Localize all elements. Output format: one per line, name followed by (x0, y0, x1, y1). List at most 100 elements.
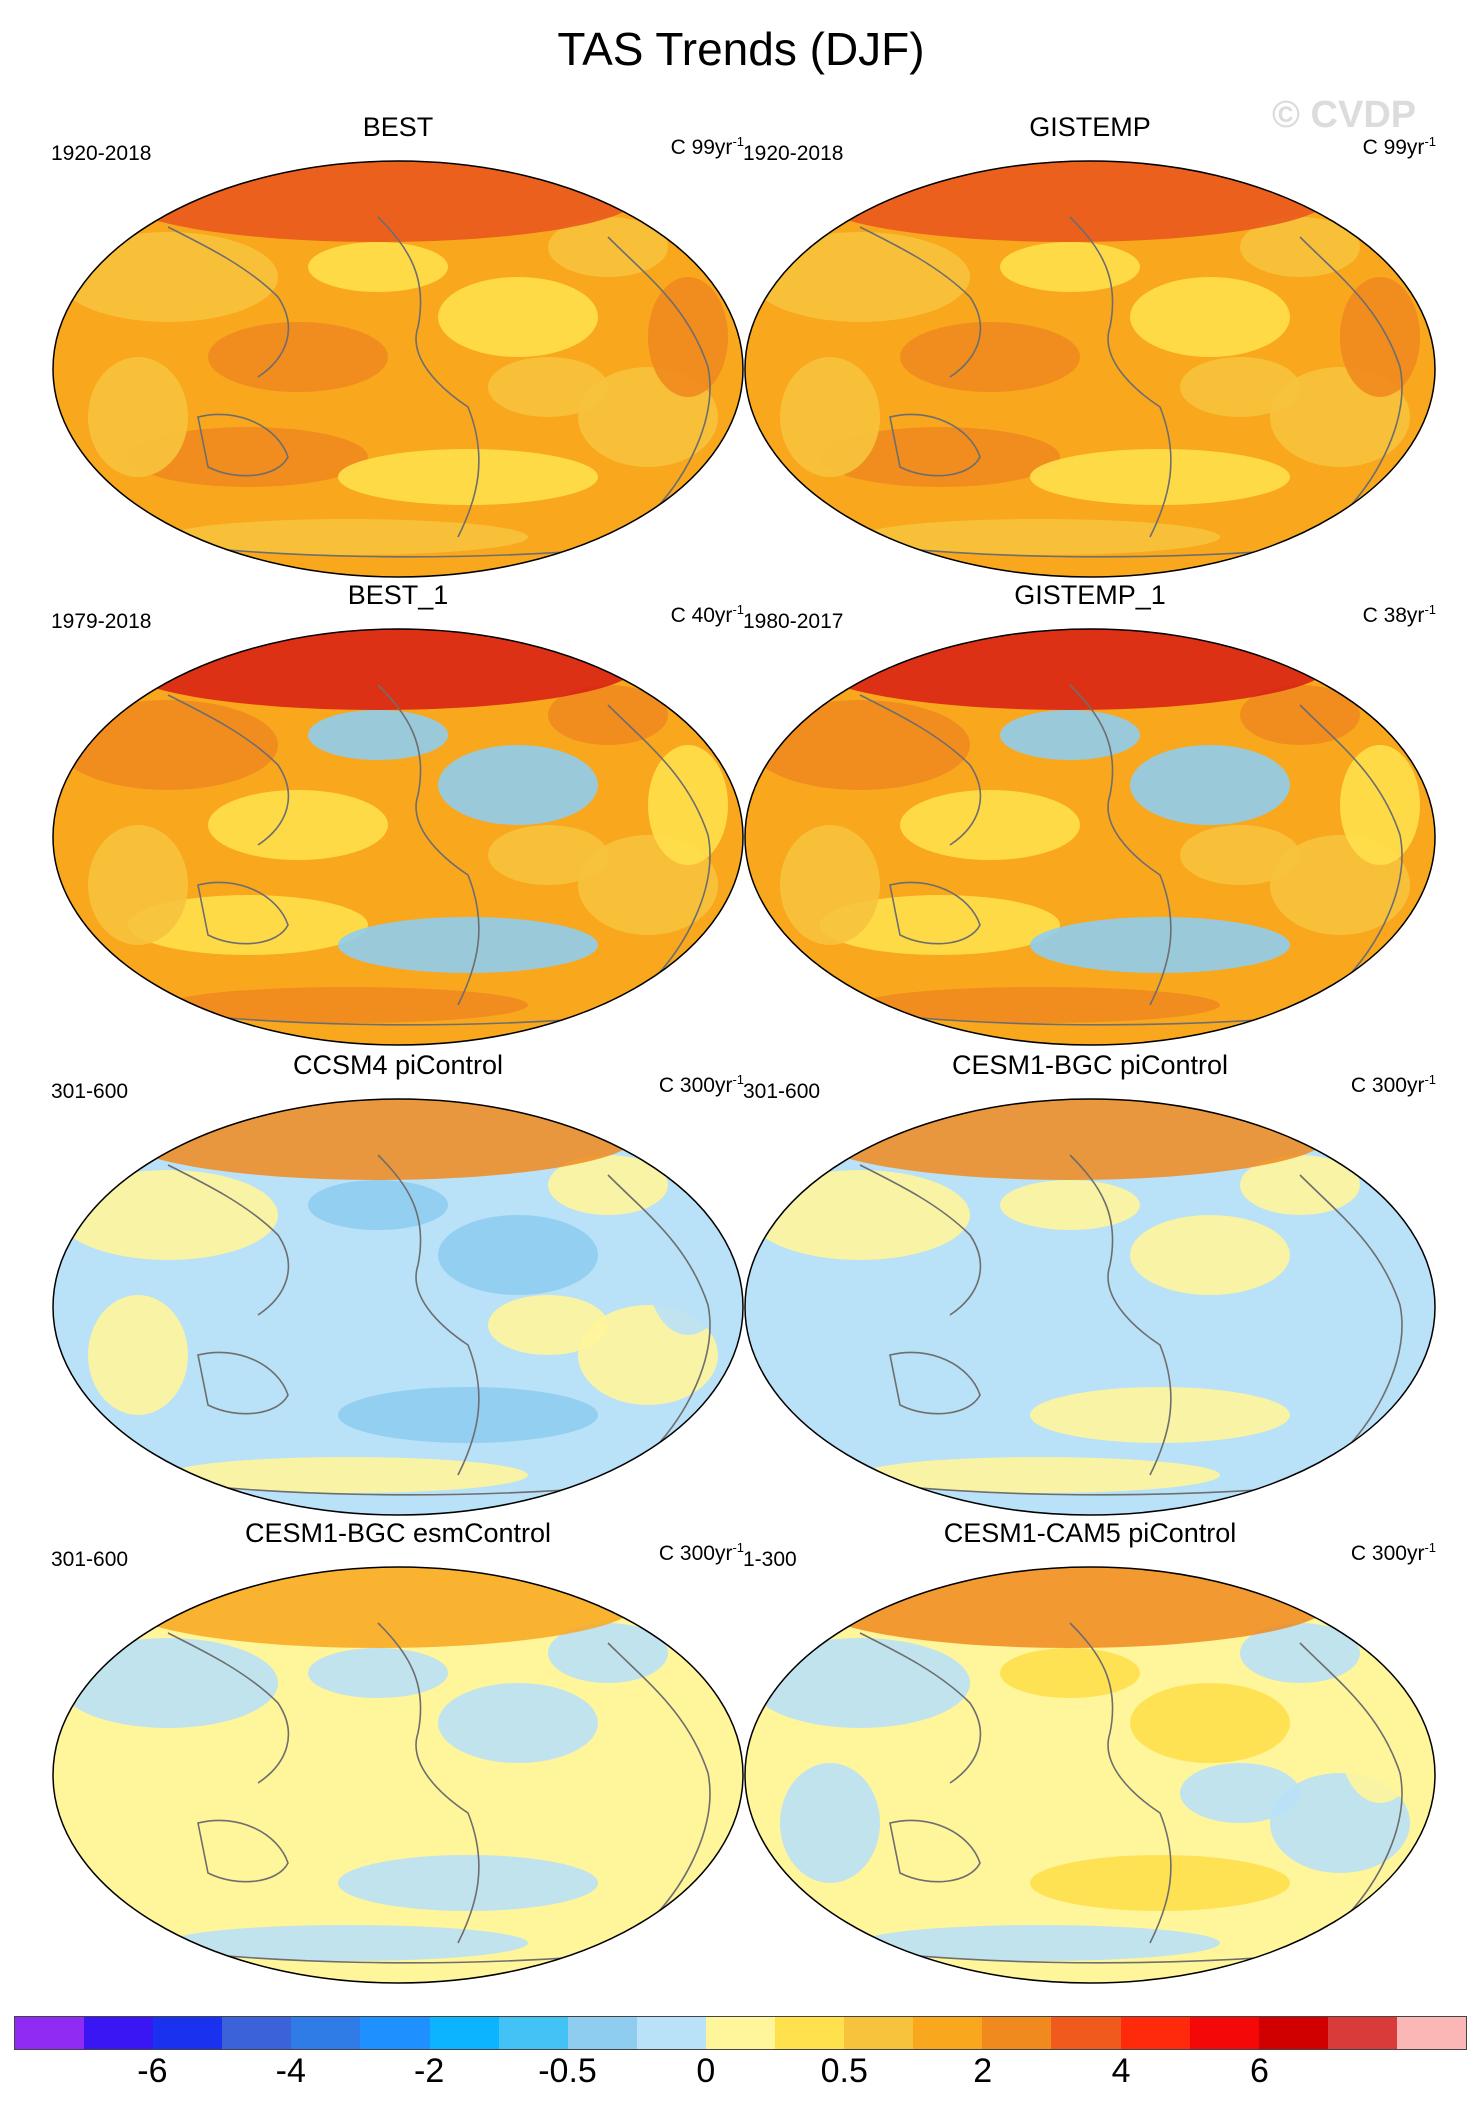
field-contour (820, 1365, 1060, 1425)
map-outline (744, 1566, 1436, 1984)
map-panel: CCSM4 piControl 301-600 C 300yr-1 (48, 1050, 748, 1520)
field-contour (1130, 1683, 1290, 1763)
field-contour (780, 357, 880, 477)
panel-period: 301-600 (51, 1080, 129, 1103)
field-contour (548, 1623, 668, 1683)
panel-units: C 300yr-1 (659, 1540, 744, 1566)
field-contour (1240, 217, 1360, 277)
map-panel: CESM1-BGC piControl 301-600 C 300yr-1 (740, 1050, 1440, 1520)
coastline (1299, 1642, 1403, 1924)
panel-title: CCSM4 piControl (292, 1050, 504, 1080)
colorbar-tick-label: -0.5 (538, 2052, 597, 2090)
field-contour (1240, 1623, 1360, 1683)
colorbar-swatch (1327, 2017, 1397, 2049)
field-contour (548, 1155, 668, 1215)
panel-title: GISTEMP (1029, 112, 1151, 142)
field-contour (438, 745, 598, 825)
colorbar-swatch (360, 2017, 430, 2049)
coastline (197, 1351, 289, 1415)
field-contour (88, 1763, 188, 1883)
field-contour (820, 1833, 1060, 1893)
colorbar-swatch (1189, 2017, 1259, 2049)
field-contour (438, 1215, 598, 1295)
panel-units: C 99yr-1 (1363, 134, 1436, 160)
map-outline (52, 160, 744, 578)
field-contour (88, 1295, 188, 1415)
field-contour (488, 825, 608, 885)
units-exponent: -1 (1424, 602, 1436, 617)
panel-units: C 40yr-1 (671, 602, 744, 628)
field-contour (1000, 242, 1140, 292)
panel-period: 1980-2017 (743, 610, 844, 633)
cvdp-watermark: © CVDP (1272, 94, 1417, 136)
field-contour (1340, 1215, 1420, 1335)
field-contour (58, 1638, 278, 1728)
field-contour (488, 357, 608, 417)
field-contour (1240, 1155, 1360, 1215)
field-contour (648, 1215, 728, 1335)
field-contour (308, 710, 448, 760)
coastline (859, 226, 982, 378)
field-contour (58, 700, 278, 790)
colorbar-swatch (222, 2017, 292, 2049)
colorbar-swatch (429, 2017, 499, 2049)
coastline (167, 1164, 290, 1316)
field-contour (780, 1763, 880, 1883)
field-contour (488, 1295, 608, 1355)
field-contour (308, 242, 448, 292)
coastline (889, 1351, 981, 1415)
panel-title: BEST (362, 112, 434, 142)
coastline (1069, 216, 1172, 538)
coastline (1069, 1622, 1172, 1944)
field-contour (780, 825, 880, 945)
field-contour (58, 1170, 278, 1260)
field-contour (900, 1728, 1080, 1798)
units-text: C 38yr (1362, 604, 1425, 627)
units-exponent: -1 (732, 1540, 744, 1555)
colorbar-swatch (1120, 2017, 1190, 2049)
colorbar-tick-label: 0.5 (820, 2052, 868, 2090)
coastline (167, 694, 290, 846)
coastline (377, 684, 480, 1006)
field-contour (1130, 1215, 1290, 1295)
map-panel: BEST 1920-2018 C 99yr-1 (48, 112, 748, 582)
panel-units: C 300yr-1 (1351, 1072, 1436, 1098)
colorbar-swatch (705, 2017, 776, 2049)
panel-period: 1920-2018 (51, 142, 152, 165)
coastline (889, 413, 981, 477)
field-contour (1340, 745, 1420, 865)
map-panel: CESM1-BGC esmControl 301-600 C 300yr-1 (48, 1518, 748, 1988)
field-contour (1240, 685, 1360, 745)
coastline (167, 1632, 290, 1784)
field-contour (438, 1683, 598, 1763)
coastline (859, 1632, 982, 1784)
field-contour (648, 1683, 728, 1803)
trend-map (740, 157, 1440, 582)
figure-title: TAS Trends (DJF) (557, 23, 925, 75)
coastline (607, 236, 711, 518)
colorbar-tick-label: 4 (1111, 2052, 1131, 2090)
coastline (167, 226, 290, 378)
field-contour (208, 1728, 388, 1798)
field-contour (1030, 449, 1290, 505)
field-contour (750, 232, 970, 322)
coastline (1299, 236, 1403, 518)
units-text: C 300yr (1350, 1074, 1425, 1097)
field-contour (860, 987, 1220, 1023)
units-text: C 300yr (658, 1542, 733, 1565)
field-contour (1180, 825, 1300, 885)
map-outline (52, 1566, 744, 1984)
colorbar-swatch (153, 2017, 223, 2049)
map-outline (52, 628, 744, 1046)
colorbar (14, 2016, 1467, 2050)
map-outline (744, 1098, 1436, 1516)
units-exponent: -1 (1424, 1072, 1436, 1087)
trend-map (48, 625, 748, 1050)
field-contour (860, 1925, 1220, 1961)
field-contour (750, 1638, 970, 1728)
map-outline (744, 628, 1436, 1046)
units-text: C 99yr (1362, 136, 1425, 159)
colorbar-swatch (1051, 2017, 1121, 2049)
panel-period: 301-600 (51, 1548, 129, 1571)
colorbar-swatch (291, 2017, 361, 2049)
